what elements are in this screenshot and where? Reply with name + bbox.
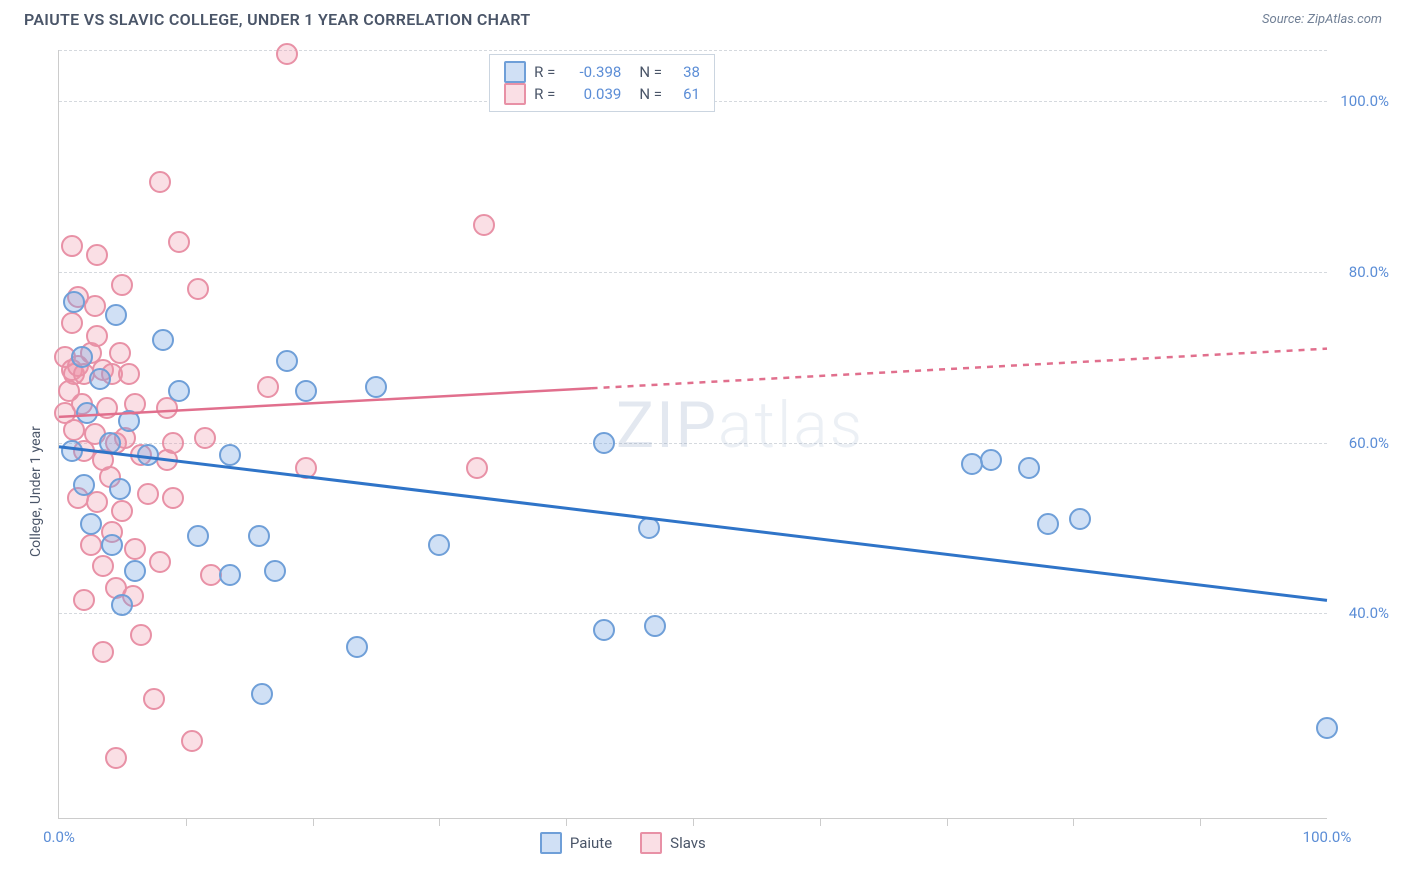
x-tick-label: 100.0%: [1303, 828, 1352, 846]
trend-lines: [59, 50, 1327, 818]
chart-container: PAIUTE VS SLAVIC COLLEGE, UNDER 1 YEAR C…: [0, 0, 1406, 892]
y-tick-label: 40.0%: [1349, 604, 1389, 622]
legend-swatch: [640, 832, 662, 854]
n-value: 38: [670, 63, 700, 81]
x-tick: [439, 818, 440, 826]
legend-row: R = 0.039 N = 61: [504, 83, 700, 105]
x-tick: [693, 818, 694, 826]
legend-swatch: [504, 61, 526, 83]
x-tick: [313, 818, 314, 826]
x-tick: [820, 818, 821, 826]
y-axis-label: College, Under 1 year: [28, 426, 44, 557]
legend-row: R = -0.398 N = 38: [504, 61, 700, 83]
y-tick-label: 100.0%: [1340, 92, 1389, 110]
x-tick-label: 0.0%: [43, 828, 75, 846]
x-tick: [1073, 818, 1074, 826]
y-tick-label: 60.0%: [1349, 434, 1389, 452]
series-legend: Paiute Slavs: [540, 832, 706, 854]
n-label: N =: [639, 85, 662, 103]
r-label: R =: [534, 63, 555, 81]
n-value: 61: [670, 85, 700, 103]
y-tick-label: 80.0%: [1349, 263, 1389, 281]
x-tick: [947, 818, 948, 826]
legend-label: Slavs: [670, 834, 706, 852]
correlation-legend: R = -0.398 N = 38 R = 0.039 N = 61: [489, 54, 715, 112]
legend-item: Slavs: [640, 832, 706, 854]
x-tick: [566, 818, 567, 826]
legend-item: Paiute: [540, 832, 612, 854]
source-label: Source: ZipAtlas.com: [1262, 12, 1382, 27]
legend-swatch: [540, 832, 562, 854]
legend-swatch: [504, 83, 526, 105]
n-label: N =: [639, 63, 662, 81]
x-tick: [186, 818, 187, 826]
r-value: -0.398: [563, 63, 621, 81]
legend-label: Paiute: [570, 834, 612, 852]
chart-title: PAIUTE VS SLAVIC COLLEGE, UNDER 1 YEAR C…: [24, 10, 531, 29]
r-label: R =: [534, 85, 555, 103]
plot-area: 40.0%60.0%80.0%100.0%0.0%100.0%: [58, 50, 1327, 819]
header: PAIUTE VS SLAVIC COLLEGE, UNDER 1 YEAR C…: [0, 0, 1406, 35]
x-tick: [1200, 818, 1201, 826]
r-value: 0.039: [563, 85, 621, 103]
